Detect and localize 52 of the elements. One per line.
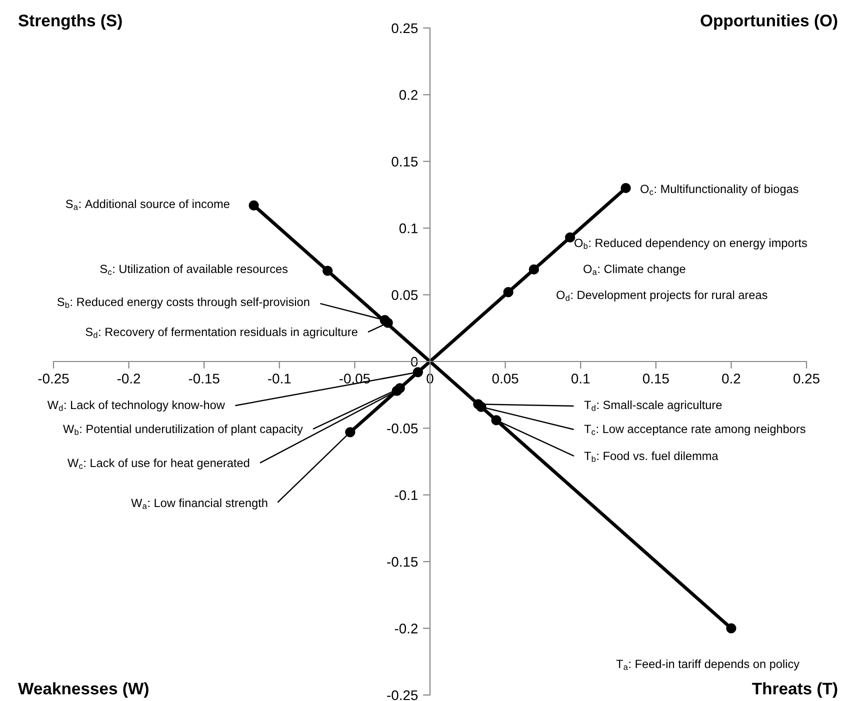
point [345,427,356,438]
y-tick-label: 0.1 [399,223,418,234]
y-tick-label: -0.1 [394,490,418,500]
y-tick-label: 0.2 [399,90,418,100]
x-tick-label: -0.2 [117,374,140,384]
annotation: O$_{c}$: Multifunctionality of biogas [640,184,798,196]
annotation: S$_{d}$: Recovery of fermentation residuals in agriculture [86,327,358,338]
x-tick-label: 0.25 [794,374,820,384]
annotation: W$_{d}$: Lack of technology know-how [47,400,225,412]
point [564,232,576,243]
x-tick-label: 0.1 [571,374,590,384]
x-tick-label: 0.2 [722,374,740,384]
annotation: T$_{b}$: Food vs. fuel dilemma [584,451,718,462]
point [726,623,736,634]
y-tick-label: 0.25 [392,23,418,34]
point [620,182,631,194]
point [528,264,539,275]
point [248,200,259,211]
point [392,386,402,396]
y-tick-label: 0.15 [392,156,418,167]
annotation: Weaknesses (W) [18,682,148,698]
point [491,415,502,426]
point [503,287,514,298]
x-tick-label: -0.1 [268,374,291,384]
annotation: Strengths (S) [18,14,122,30]
annotation: T$_{a}$: Feed-in tariff depends on policy [616,659,800,670]
annotation: S$_{b}$: Reduced energy costs through self-provision [57,297,310,308]
annotation: S$_{c}$: Utilization of available resources [100,264,288,275]
annotation: W$_{b}$: Potential underutilization of plant capacity [63,424,303,436]
annotation: T$_{d}$: Small-scale agriculture [584,400,722,412]
point [322,266,333,276]
y-tick-label: 0.05 [392,290,418,300]
x-tick-label: -0.25 [38,374,69,384]
x-tick-label: 0.05 [492,374,518,384]
annotation: Threats (T) [752,682,838,698]
point [412,367,424,378]
y-tick-label: -0.05 [387,424,418,434]
y-tick-label: -0.15 [387,556,418,567]
x-tick-label: -0.15 [188,374,220,384]
annotation: O$_{b}$: Reduced dependency on energy imports [574,238,807,250]
y-tick-label: -0.25 [387,690,418,700]
annotation: T$_{c}$: Low acceptance rate among neighbors [584,424,806,436]
annotation: Opportunities (O) [700,14,838,30]
x-tick-label: 0.15 [642,374,669,384]
annotation: O$_{a}$: Climate change [584,264,686,276]
point [476,402,486,412]
point [382,318,393,328]
annotation: W$_{a}$: Low financial strength [131,498,268,510]
annotation: S$_{a}$: Additional source of income [66,199,230,210]
y-tick-label: -0.2 [394,624,418,634]
annotation: O$_{d}$: Development projects for rural areas [556,290,768,302]
annotation: W$_{c}$: Lack of use for heat generated [68,458,250,470]
